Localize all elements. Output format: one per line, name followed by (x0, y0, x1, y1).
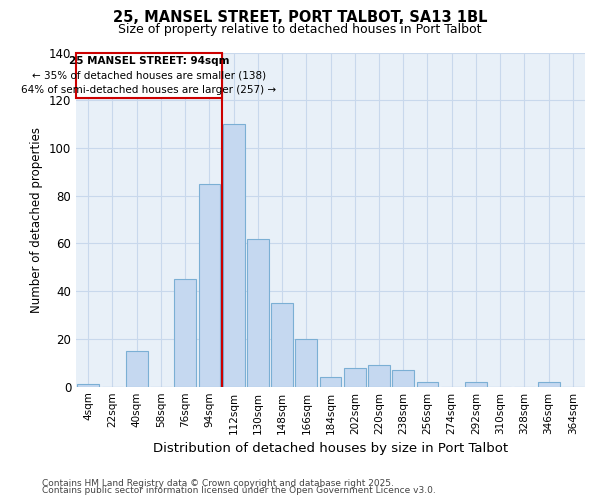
Bar (465, 382, 487, 386)
Bar (320, 377, 341, 386)
Text: Contains HM Land Registry data © Crown copyright and database right 2025.: Contains HM Land Registry data © Crown c… (42, 478, 394, 488)
Bar (416, 382, 439, 386)
Y-axis label: Number of detached properties: Number of detached properties (31, 126, 43, 312)
Bar (538, 382, 560, 386)
Text: Contains public sector information licensed under the Open Government Licence v3: Contains public sector information licen… (42, 486, 436, 495)
X-axis label: Distribution of detached houses by size in Port Talbot: Distribution of detached houses by size … (153, 442, 508, 455)
Bar (295, 339, 317, 386)
Bar (392, 370, 414, 386)
Text: 25, MANSEL STREET, PORT TALBOT, SA13 1BL: 25, MANSEL STREET, PORT TALBOT, SA13 1BL (113, 10, 487, 25)
Text: Size of property relative to detached houses in Port Talbot: Size of property relative to detached ho… (118, 22, 482, 36)
FancyBboxPatch shape (76, 52, 221, 98)
Bar (247, 238, 269, 386)
Text: ← 35% of detached houses are smaller (138): ← 35% of detached houses are smaller (13… (32, 70, 266, 81)
Text: 25 MANSEL STREET: 94sqm: 25 MANSEL STREET: 94sqm (68, 56, 229, 66)
Bar (368, 365, 390, 386)
Bar (199, 184, 220, 386)
Bar (126, 351, 148, 386)
Bar (271, 303, 293, 386)
Bar (77, 384, 99, 386)
Bar (223, 124, 245, 386)
Bar (344, 368, 366, 386)
Text: 64% of semi-detached houses are larger (257) →: 64% of semi-detached houses are larger (… (21, 84, 277, 94)
Bar (174, 280, 196, 386)
